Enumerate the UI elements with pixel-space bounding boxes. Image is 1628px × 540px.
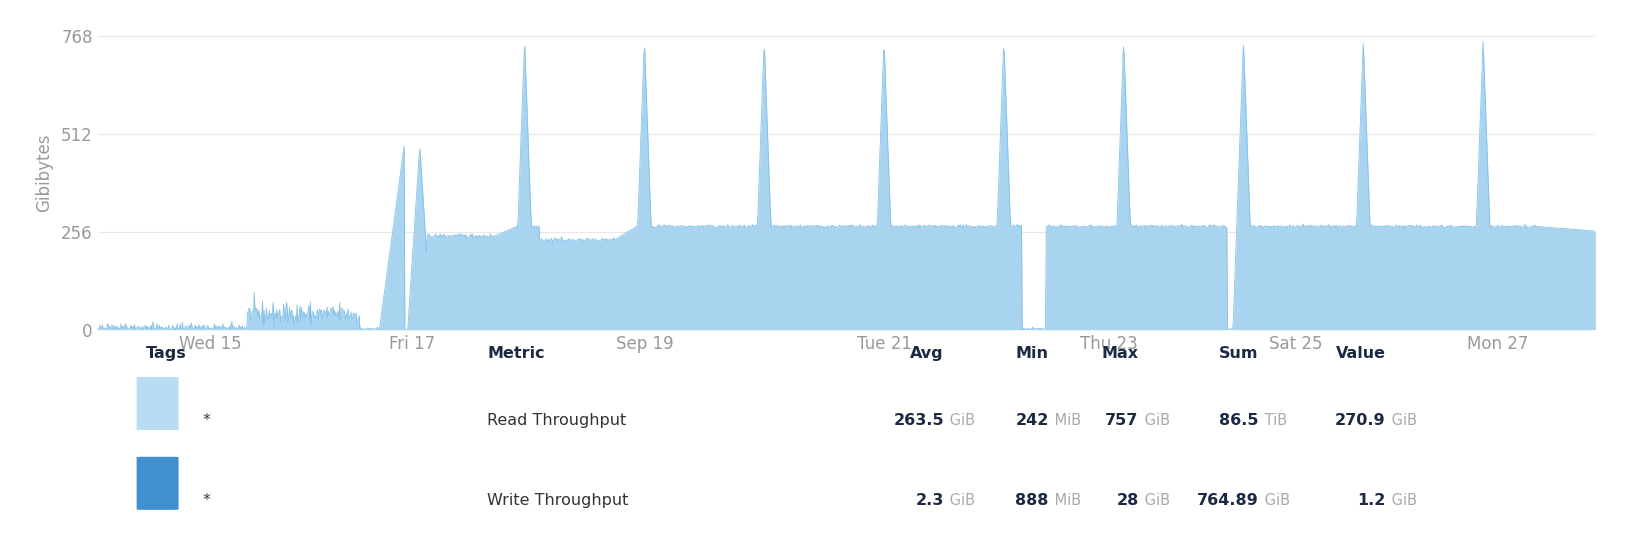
Text: Tags: Tags: [145, 346, 186, 361]
Text: Avg: Avg: [910, 346, 944, 361]
Text: MiB: MiB: [1050, 414, 1081, 429]
Text: GiB: GiB: [1140, 494, 1171, 508]
Text: 263.5: 263.5: [894, 414, 944, 429]
Text: GiB: GiB: [1387, 414, 1418, 429]
Text: MiB: MiB: [1050, 494, 1081, 508]
Text: *: *: [202, 414, 210, 429]
Text: 757: 757: [1105, 414, 1138, 429]
Text: 2.3: 2.3: [915, 494, 944, 508]
Text: 242: 242: [1016, 414, 1048, 429]
Text: Value: Value: [1335, 346, 1385, 361]
Text: 1.2: 1.2: [1358, 494, 1385, 508]
Text: 270.9: 270.9: [1335, 414, 1385, 429]
Text: GiB: GiB: [946, 414, 975, 429]
Text: TiB: TiB: [1260, 414, 1288, 429]
FancyBboxPatch shape: [137, 377, 179, 430]
Text: Read Throughput: Read Throughput: [487, 414, 627, 429]
Text: 86.5: 86.5: [1219, 414, 1258, 429]
Text: 888: 888: [1016, 494, 1048, 508]
Text: GiB: GiB: [1387, 494, 1418, 508]
Text: 764.89: 764.89: [1197, 494, 1258, 508]
Text: GiB: GiB: [1140, 414, 1171, 429]
Text: Sum: Sum: [1219, 346, 1258, 361]
Text: Min: Min: [1016, 346, 1048, 361]
Text: Write Throughput: Write Throughput: [487, 494, 628, 508]
FancyBboxPatch shape: [137, 457, 179, 510]
Text: Max: Max: [1102, 346, 1138, 361]
Text: *: *: [202, 494, 210, 508]
Text: Metric: Metric: [487, 346, 545, 361]
Text: GiB: GiB: [946, 494, 975, 508]
Text: 28: 28: [1117, 494, 1138, 508]
Y-axis label: Gibibytes: Gibibytes: [34, 134, 52, 212]
Text: GiB: GiB: [1260, 494, 1289, 508]
